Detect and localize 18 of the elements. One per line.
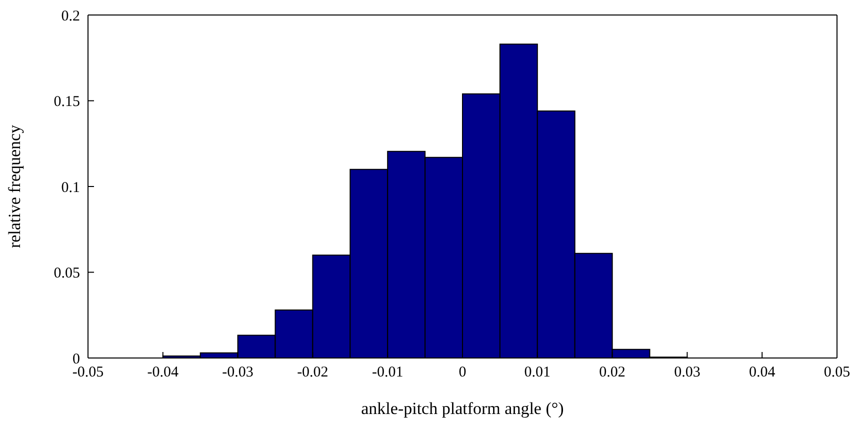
x-tick-label: -0.01: [372, 364, 404, 381]
x-tick-label: 0.02: [599, 364, 626, 381]
y-tick-label: 0.2: [61, 8, 80, 24]
y-tick-label: 0.1: [61, 180, 80, 196]
x-tick-label: -0.05: [72, 364, 104, 381]
x-tick-label: 0: [458, 364, 466, 381]
y-tick-label: 0: [72, 351, 80, 368]
x-tick-label: -0.03: [222, 364, 254, 381]
x-tick-label: 0.01: [524, 364, 551, 381]
x-tick-label: -0.04: [147, 364, 180, 381]
x-tick-label: 0.05: [824, 364, 850, 381]
x-axis-title: ankle-pitch platform angle (°): [361, 399, 564, 418]
x-tick-label: -0.02: [297, 364, 328, 381]
y-tick-label: 0.05: [54, 266, 80, 282]
y-tick-label: 0.15: [54, 94, 80, 110]
x-tick-label: 0.03: [674, 364, 700, 381]
y-axis-title: relative frequency: [5, 124, 24, 248]
x-tick-label: 0.04: [748, 364, 776, 381]
